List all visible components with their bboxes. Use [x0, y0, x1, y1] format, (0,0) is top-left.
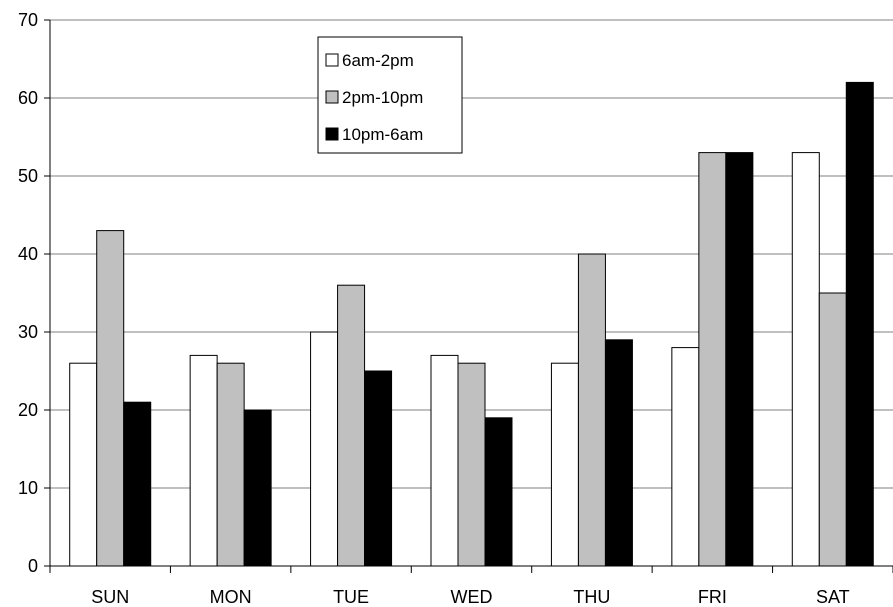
bar-thu-series-1	[550, 362, 579, 567]
y-tick-label: 70	[18, 10, 38, 30]
x-tick-label: WED	[451, 587, 493, 607]
bar-sun-series-3	[123, 401, 152, 567]
y-tick-label: 60	[18, 88, 38, 108]
legend: 6am-2pm 2pm-10pm 10pm-6am	[317, 36, 463, 154]
bar-mon-series-1	[189, 354, 218, 567]
bar-sat-series-1	[791, 152, 820, 567]
bar-wed-series-3	[484, 417, 513, 567]
bar-sat-series-2	[818, 292, 847, 567]
x-tick-label: SAT	[816, 587, 850, 607]
y-tick-label: 40	[18, 244, 38, 264]
legend-label: 6am-2pm	[342, 51, 414, 70]
y-tick-label: 30	[18, 322, 38, 342]
x-tick-label: TUE	[333, 587, 369, 607]
x-tick-label: FRI	[698, 587, 727, 607]
x-tick-label: SUN	[91, 587, 129, 607]
y-tick-label: 20	[18, 400, 38, 420]
bar-sat-series-3	[845, 81, 874, 567]
bar-fri-series-3	[725, 152, 754, 567]
bar-thu-series-3	[604, 339, 633, 567]
x-tick-label: MON	[210, 587, 252, 607]
bar-mon-series-3	[243, 409, 272, 567]
axes: 0 10 20 30 40 50 60 70 SUN MON TUE WED THU FRI SAT	[18, 10, 893, 607]
bar-sun-series-1	[69, 362, 98, 567]
legend-label: 2pm-10pm	[342, 88, 423, 107]
bar-sun-series-2	[96, 230, 125, 567]
legend-swatch	[325, 53, 339, 67]
y-tick-label: 10	[18, 478, 38, 498]
bar-wed-series-2	[457, 362, 486, 567]
bar-mon-series-2	[216, 362, 245, 567]
bar-tue-series-1	[310, 331, 339, 567]
legend-box	[317, 36, 463, 154]
bar-thu-series-2	[577, 253, 606, 567]
x-tick-label: THU	[573, 587, 610, 607]
bars	[69, 81, 874, 567]
bar-fri-series-2	[698, 152, 727, 567]
legend-swatch	[325, 127, 339, 141]
legend-swatch	[325, 90, 339, 104]
bar-tue-series-2	[337, 284, 366, 567]
bar-fri-series-1	[671, 347, 700, 567]
y-tick-label: 0	[28, 556, 38, 576]
y-tick-label: 50	[18, 166, 38, 186]
bar-tue-series-3	[364, 370, 393, 567]
legend-label: 10pm-6am	[342, 125, 423, 144]
bar-wed-series-1	[430, 354, 459, 567]
